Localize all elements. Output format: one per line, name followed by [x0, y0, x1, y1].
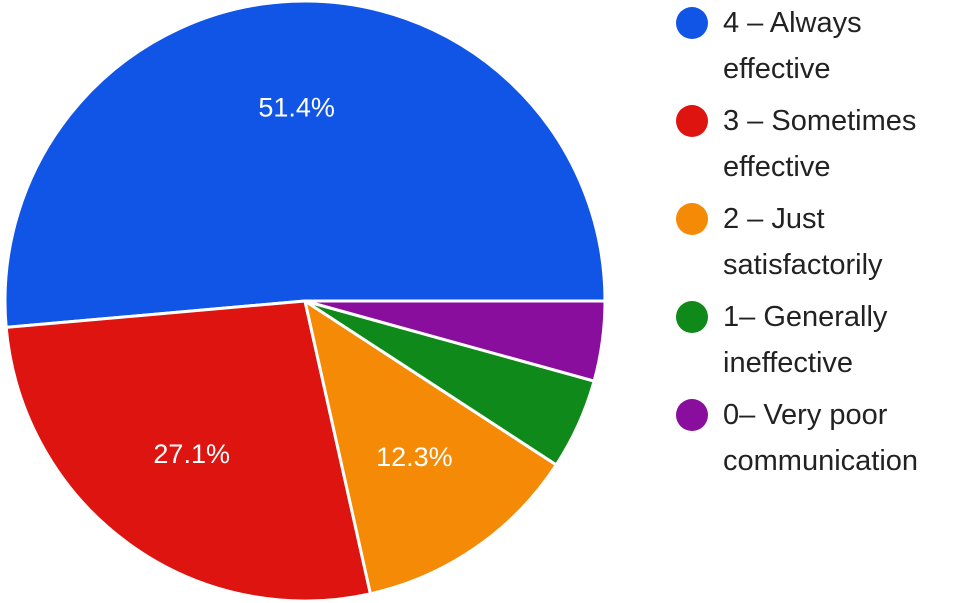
legend-item[interactable]: 0– Very poor communication — [676, 392, 955, 490]
legend-swatch-icon — [676, 301, 708, 333]
legend-item[interactable]: 3 – Sometimes effective — [676, 98, 955, 196]
legend-label: 1– Generally ineffective — [723, 301, 888, 379]
slice-value-label: 51.4% — [258, 92, 335, 122]
slice-value-label: 12.3% — [376, 442, 453, 472]
legend-swatch-icon — [676, 203, 708, 235]
legend-label: 2 – Just satisfactorily — [723, 203, 883, 281]
legend-item[interactable]: 4 – Always effective — [676, 0, 955, 98]
legend-item[interactable]: 2 – Just satisfactorily — [676, 196, 955, 294]
slice-value-label: 27.1% — [153, 439, 230, 469]
legend-label: 0– Very poor communication — [723, 399, 919, 477]
legend-swatch-icon — [676, 105, 708, 137]
legend-swatch-icon — [676, 7, 708, 39]
legend-item[interactable]: 1– Generally ineffective — [676, 294, 955, 392]
pie-slice-4-always-effective[interactable] — [3, 0, 607, 329]
legend: 4 – Always effective 3 – Sometimes effect… — [676, 0, 955, 490]
pie-slice-2-just-satisfactorily[interactable] — [303, 299, 558, 596]
legend-label: 4 – Always effective — [723, 7, 862, 85]
pie-slice-0-very-poor-communication[interactable] — [303, 299, 607, 383]
legend-swatch-icon — [676, 399, 708, 431]
pie-slice-3-sometimes-effective[interactable] — [4, 299, 372, 603]
legend-label: 3 – Sometimes effective — [723, 105, 917, 183]
